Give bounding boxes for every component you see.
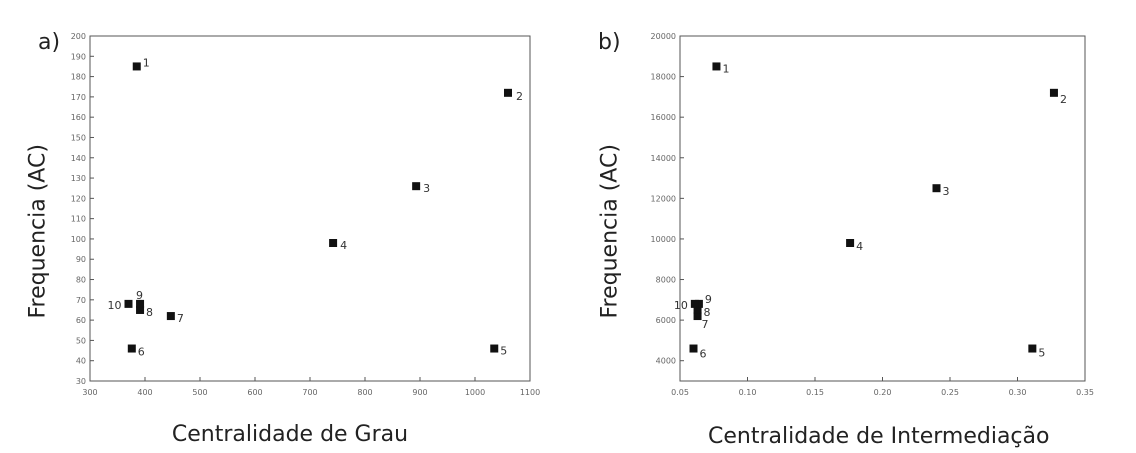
x-tick-label: 500 [192,388,207,397]
point-label-9: 9 [705,293,712,306]
x-tick-label: 1100 [520,388,540,397]
scatter-chart-a: 3040506070809010011012013014015016017018… [71,32,540,397]
y-tick-label: 4000 [656,357,676,366]
y-tick-label: 30 [76,377,86,386]
point-label-10: 10 [674,299,688,312]
y-tick-label: 170 [71,93,86,102]
y-tick-label: 50 [76,336,86,345]
x-tick-label: 800 [357,388,372,397]
x-tick-label: 300 [82,388,97,397]
y-tick-label: 20000 [651,32,676,41]
point-label-8: 8 [704,306,711,319]
x-tick-label: 0.30 [1009,388,1027,397]
x-tick-label: 400 [137,388,152,397]
y-tick-label: 40 [76,357,86,366]
x-tick-label: 1000 [465,388,485,397]
y-tick-label: 100 [71,235,86,244]
data-point-7 [693,312,702,321]
point-label-7: 7 [702,318,709,331]
panel-b-ylabel: Frequencia (AC) [597,144,623,319]
point-label-4: 4 [340,239,347,252]
point-label-3: 3 [423,182,430,195]
data-point-8 [693,305,702,314]
data-point-9 [136,299,145,308]
data-point-4 [846,239,855,247]
data-point-2 [504,88,512,97]
data-point-6 [127,344,136,353]
y-tick-label: 8000 [656,276,676,285]
point-label-7: 7 [177,312,184,325]
panel-b-xlabel: Centralidade de Intermediação [708,424,1050,449]
data-point-10 [124,299,133,308]
data-point-7 [166,312,175,321]
y-tick-label: 120 [71,194,86,203]
point-label-3: 3 [943,185,950,198]
x-tick-label: 0.25 [941,388,959,397]
panel-a-xlabel: Centralidade de Grau [171,422,409,447]
y-tick-label: 160 [71,113,86,122]
y-tick-label: 90 [76,255,86,264]
data-point-1 [712,62,721,71]
y-tick-label: 110 [71,215,86,224]
data-point-3 [932,184,941,193]
x-tick-label: 0.10 [739,388,757,397]
scatter-chart-b: 4000 6000 8000 10000 12000 14000 16000 18000 200… [651,32,1094,397]
plot-frame [679,35,1086,382]
plot-frame [89,35,531,382]
point-label-9: 9 [136,289,143,302]
y-tick-label: 60 [76,316,86,325]
point-label-10: 10 [108,299,122,312]
y-tick-label: 150 [71,133,86,142]
data-point-8 [136,305,145,314]
y-tick-label: 180 [71,73,86,82]
y-tick-label: 70 [76,296,86,305]
x-tick-label: 0.20 [874,388,892,397]
data-point-9 [694,299,703,308]
data-point-5 [490,344,499,353]
data-point-5 [1028,344,1037,353]
y-tick-label: 18000 [651,73,676,82]
x-tick-label: 700 [302,388,317,397]
data-point-2 [1049,88,1058,97]
x-tick-label: 0.15 [806,388,824,397]
y-tick-label: 130 [71,174,86,183]
panel-b-label: b) [598,30,621,55]
data-point-10 [690,299,699,308]
y-tick-label: 80 [76,276,86,285]
point-label-4: 4 [856,240,863,253]
y-tick-label: 190 [71,52,86,61]
y-tick-label: 10000 [651,235,676,244]
data-point-3 [412,182,421,191]
y-tick-label: 200 [71,32,86,41]
y-tick-label: 16000 [651,113,676,122]
point-label-6: 6 [700,348,707,361]
point-label-1: 1 [143,56,150,69]
data-point-4 [329,239,338,247]
point-label-2: 2 [516,90,523,103]
y-tick-label: 6000 [656,316,676,325]
point-label-8: 8 [146,306,153,319]
point-label-5: 5 [1038,347,1045,360]
data-point-6 [689,344,698,353]
data-point-1 [132,62,141,71]
y-tick-label: 12000 [651,194,676,203]
x-tick-label: 600 [247,388,262,397]
x-tick-label: 0.35 [1076,388,1094,397]
point-label-6: 6 [138,346,145,359]
y-tick-label: 140 [71,154,86,163]
point-label-5: 5 [500,345,507,358]
panel-a-label: a) [38,30,61,55]
point-label-2: 2 [1060,93,1067,106]
point-label-1: 1 [722,62,729,75]
x-tick-label: 900 [412,388,427,397]
x-tick-label: 0.05 [671,388,689,397]
y-tick-label: 14000 [651,154,676,163]
